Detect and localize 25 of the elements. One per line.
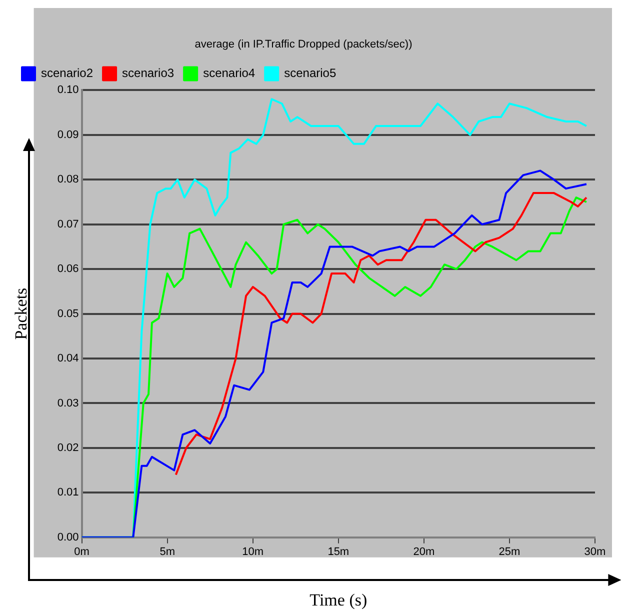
y-axis-title: Packets [12,288,31,340]
chart-title: average (in IP.Traffic Dropped (packets/sec)) [194,38,412,51]
y-tick-label: 0.07 [57,218,79,230]
legend-label: scenario3 [122,66,174,80]
x-axis-title: Time (s) [310,590,368,610]
x-tick-label: 20m [413,546,435,558]
y-tick-label: 0.00 [57,531,79,544]
y-tick-label: 0.02 [57,442,79,454]
x-tick-label: 5m [160,546,175,558]
y-tick-label: 0.10 [57,84,79,96]
x-tick-label: 15m [328,546,350,558]
y-tick-label: 0.06 [57,263,79,276]
y-tick-label: 0.01 [57,486,79,499]
x-tick-label: 25m [498,546,520,558]
x-tick-label: 0m [74,546,90,558]
x-tick-label: 30m [584,546,606,558]
legend-label: scenario5 [284,66,336,80]
x-tick-label: 10m [242,546,264,558]
y-tick-label: 0.08 [57,174,79,186]
y-tick-label: 0.09 [57,128,79,141]
y-tick-label: 0.03 [57,397,79,410]
legend-label: scenario2 [41,66,94,80]
y-tick-label: 0.04 [57,352,79,365]
legend-label: scenario4 [203,66,256,80]
y-tick-label: 0.05 [57,308,79,320]
